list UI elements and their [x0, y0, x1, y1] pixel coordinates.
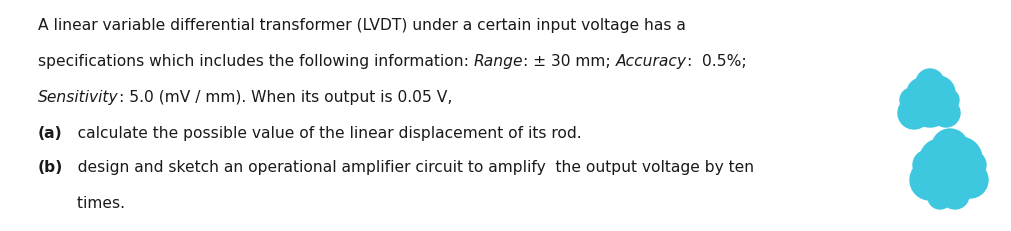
Circle shape: [957, 151, 985, 179]
Text: : ± 30 mm;: : ± 30 mm;: [523, 54, 615, 69]
Circle shape: [907, 83, 951, 127]
Text: (a): (a): [38, 126, 63, 141]
Text: specifications which includes the following information:: specifications which includes the follow…: [38, 54, 473, 69]
Circle shape: [940, 181, 969, 209]
Circle shape: [919, 139, 959, 179]
Text: :  0.5%;: : 0.5%;: [686, 54, 746, 69]
Circle shape: [923, 149, 975, 201]
Circle shape: [937, 137, 981, 181]
Text: : 5.0 (mV / mm). When its output is 0.05 V,: : 5.0 (mV / mm). When its output is 0.05…: [118, 90, 452, 105]
Circle shape: [927, 185, 951, 209]
Text: Sensitivity: Sensitivity: [38, 90, 118, 105]
Text: Range: Range: [473, 54, 523, 69]
Circle shape: [915, 69, 943, 97]
Circle shape: [931, 99, 959, 127]
Text: Accuracy: Accuracy: [615, 54, 686, 69]
Circle shape: [909, 160, 949, 200]
Text: A linear variable differential transformer (LVDT) under a certain input voltage : A linear variable differential transform…: [38, 18, 685, 33]
Circle shape: [912, 150, 942, 180]
Circle shape: [936, 89, 958, 111]
Circle shape: [897, 97, 929, 129]
Circle shape: [951, 162, 987, 198]
Circle shape: [920, 76, 954, 110]
Circle shape: [931, 129, 968, 165]
Text: design and sketch an operational amplifier circuit to amplify  the output voltag: design and sketch an operational amplifi…: [64, 160, 754, 175]
Text: times.: times.: [38, 196, 125, 211]
Text: (b): (b): [38, 160, 64, 175]
Circle shape: [906, 78, 936, 108]
Circle shape: [899, 88, 923, 112]
Text: calculate the possible value of the linear displacement of its rod.: calculate the possible value of the line…: [63, 126, 580, 141]
